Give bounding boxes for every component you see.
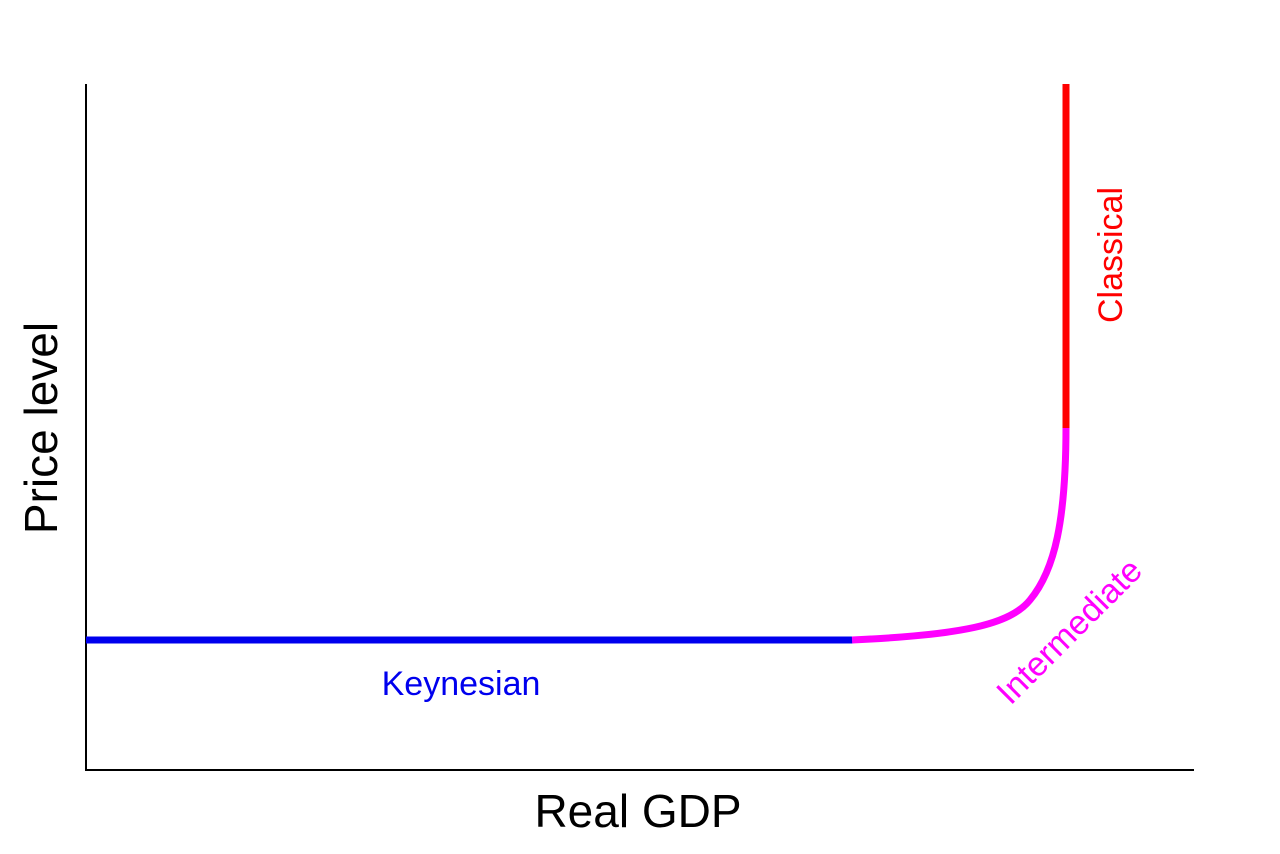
intermediate-segment	[851, 425, 1070, 644]
y-axis-label: Price level	[15, 322, 67, 534]
segment-label: Keynesian	[382, 665, 541, 703]
segment-label: Classical	[1092, 187, 1130, 323]
x-axis-label: Real GDP	[534, 785, 741, 837]
